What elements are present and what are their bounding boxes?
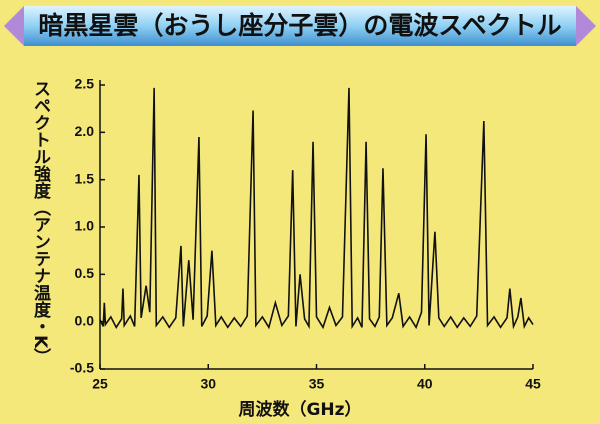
title-banner (24, 6, 576, 46)
y-tick-label: 1.0 (75, 218, 95, 234)
y-axis-label: スペクトル強度（アンテナ温度・K） (30, 80, 51, 365)
x-tick-label: 40 (417, 376, 433, 392)
banner-end (4, 6, 24, 46)
spectrum-line (99, 87, 534, 330)
chart-title: 暗黒星雲（おうし座分子雲）の電波スペクトル (38, 11, 561, 40)
y-tick-label: -0.5 (70, 360, 94, 376)
x-axis-label: 周波数（GHz） (238, 399, 361, 420)
banner-end (576, 6, 596, 46)
x-tick-label: 25 (92, 376, 108, 392)
x-tick-label: 30 (200, 376, 216, 392)
y-tick-label: 2.5 (75, 76, 95, 92)
y-tick-label: 1.5 (75, 170, 95, 186)
x-tick-label: 35 (309, 376, 325, 392)
y-tick-label: 0.5 (75, 265, 95, 281)
x-tick-label: 45 (525, 376, 541, 392)
y-tick-label: 2.0 (75, 123, 95, 139)
y-tick-label: 0.0 (75, 312, 95, 328)
